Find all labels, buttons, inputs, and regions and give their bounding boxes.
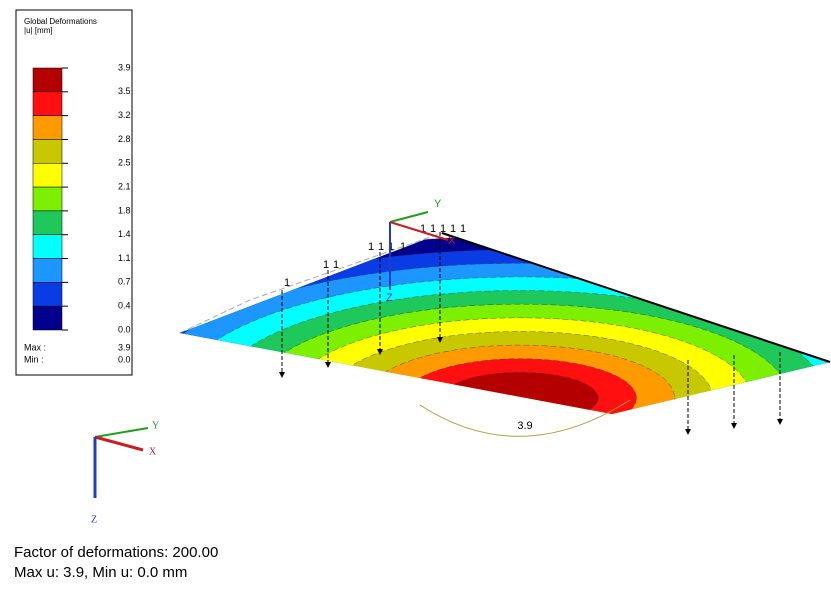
- load-label: 1: [420, 223, 426, 235]
- color-band: [32, 282, 63, 307]
- undeformed-outline: [179, 232, 831, 363]
- legend-title: Global Deformations: [24, 17, 97, 26]
- plate-axes: Y X Z: [386, 198, 456, 304]
- deformation-contours: [180, 235, 830, 414]
- axis-label: X: [448, 235, 456, 247]
- axis-label: X: [149, 446, 157, 457]
- scale-label: 3.9: [118, 62, 131, 72]
- color-band: [32, 163, 63, 188]
- footer-line: Max u: 3.9, Min u: 0.0 mm: [14, 564, 187, 581]
- scale-label: 3.5: [118, 86, 131, 96]
- color-band: [32, 67, 63, 93]
- load-label: 1: [323, 259, 329, 271]
- axis-label: Y: [434, 198, 442, 210]
- color-band: [32, 305, 63, 331]
- axis-label: Z: [91, 514, 97, 525]
- max-label: Max :: [24, 342, 46, 352]
- plate-edge: [441, 232, 831, 363]
- scale-label: 3.2: [118, 110, 131, 120]
- load-label: 1: [368, 241, 374, 253]
- load-label: 1: [388, 241, 394, 253]
- scale-label: 1.8: [118, 205, 131, 215]
- scale-label: 2.5: [118, 158, 131, 168]
- scale-label: 0.7: [118, 277, 131, 287]
- color-band: [32, 115, 63, 140]
- color-band: [32, 210, 63, 235]
- load-label: 1: [430, 223, 436, 235]
- max-value: 3.9: [118, 342, 131, 352]
- load-label: 1: [460, 223, 466, 235]
- scale-label: 2.1: [118, 181, 131, 191]
- load-label: 1: [284, 277, 290, 289]
- max-marker: 3.9: [517, 420, 532, 432]
- scale-label: 1.4: [118, 229, 131, 239]
- color-band: [32, 258, 63, 283]
- scale-label: 1.1: [118, 253, 131, 263]
- global-axes: Y X Z: [91, 420, 159, 525]
- contour-band: [441, 372, 599, 414]
- load-label: 1: [440, 223, 446, 235]
- load-label: 1: [400, 241, 406, 253]
- scale-label: 2.8: [118, 134, 131, 144]
- deformation-curve: [419, 399, 631, 437]
- load-label: 1: [450, 223, 456, 235]
- color-band: [32, 234, 63, 259]
- color-band: [32, 91, 63, 116]
- color-band: [32, 186, 63, 212]
- load-label: 1: [333, 259, 339, 271]
- min-value: 0.0: [118, 354, 131, 364]
- scale-label: 0.0: [118, 324, 131, 334]
- axis-label: Z: [386, 292, 393, 304]
- color-band: [32, 139, 63, 164]
- legend-unit: |u| [mm]: [24, 26, 53, 35]
- footer-line: Factor of deformations: 200.00: [14, 544, 218, 561]
- min-label: Min :: [24, 354, 44, 364]
- color-scale: 3.9 3.5 3.2 2.8 2.5 2.1 1.8 1.4 1.1 0.7 0.4 0.0: [32, 62, 131, 334]
- axis-label: Y: [152, 420, 159, 431]
- load-labels: 1 1 1 1 1 1 1 1 1 1 1 1: [284, 223, 466, 289]
- scale-label: 0.4: [118, 301, 131, 311]
- load-label: 1: [378, 241, 384, 253]
- loads: [279, 232, 783, 435]
